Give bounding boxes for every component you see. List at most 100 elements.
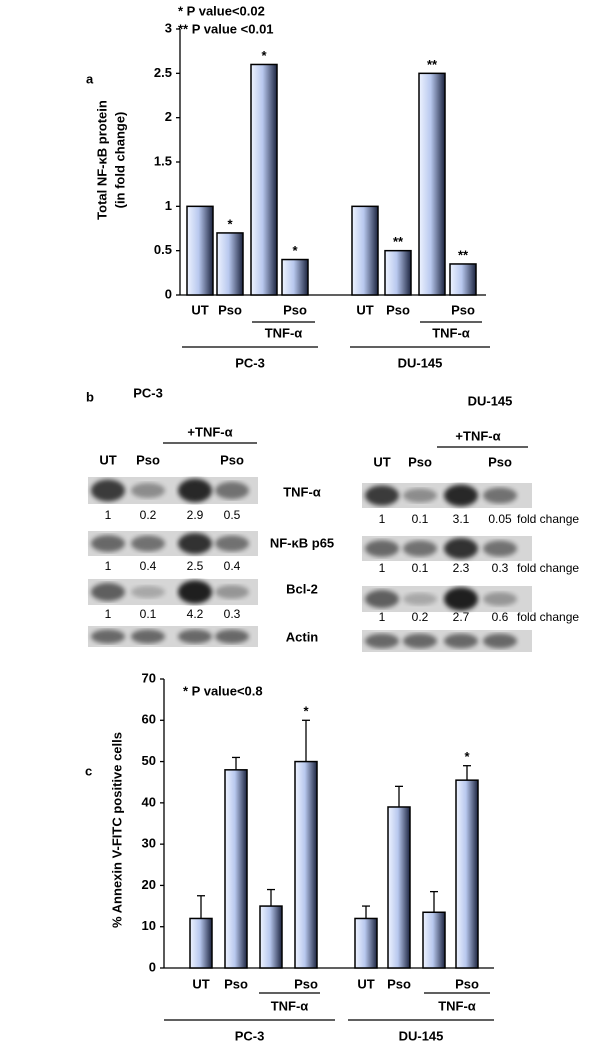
fold-value: 1	[105, 559, 112, 573]
bar	[387, 806, 411, 969]
band	[444, 587, 478, 611]
fold-value: 0.6	[492, 610, 509, 624]
fold-value: 3.1	[453, 512, 470, 526]
significance: **	[427, 57, 438, 72]
row-label: NF-κB p65	[270, 535, 334, 550]
fold-value: 2.7	[453, 610, 470, 624]
bar	[186, 205, 214, 296]
band	[444, 484, 478, 507]
band	[178, 580, 212, 604]
significance: *	[303, 704, 309, 719]
x-tick-label: Pso	[283, 302, 307, 317]
band	[91, 582, 125, 602]
lane-label: Pso	[220, 452, 244, 467]
lane-label: UT	[99, 452, 116, 467]
lane-label: Pso	[488, 454, 512, 469]
fold-value: 0.3	[224, 607, 241, 621]
lane-label: Pso	[408, 454, 432, 469]
band	[365, 589, 399, 609]
fold-value: 0.1	[412, 561, 429, 575]
y-tick-label: 50	[142, 753, 156, 768]
band	[483, 540, 517, 557]
band	[131, 482, 165, 499]
fold-value: 0.2	[412, 610, 429, 624]
y-tick-label: 0	[149, 959, 156, 974]
lane-label: Pso	[136, 452, 160, 467]
subgroup-label: TNF-α	[265, 325, 303, 340]
band	[91, 629, 125, 644]
panel-label: a	[86, 71, 94, 86]
fold-value: 1	[105, 607, 112, 621]
fold-value: 2.5	[187, 559, 204, 573]
x-tick-label: Pso	[451, 302, 475, 317]
y-tick-label: 10	[142, 918, 156, 933]
x-tick-label: Pso	[455, 976, 479, 991]
significance: *	[227, 216, 233, 231]
subgroup-label: TNF-α	[432, 325, 470, 340]
row-label: TNF-α	[283, 484, 321, 499]
band	[91, 479, 125, 502]
band	[91, 535, 125, 552]
y-tick-label: 3	[165, 20, 172, 35]
bar	[422, 911, 446, 969]
y-axis-label: (in fold change)	[112, 112, 127, 209]
y-tick-label: 60	[142, 712, 156, 727]
significance: *	[261, 48, 267, 63]
band	[178, 478, 212, 503]
band	[444, 538, 478, 559]
band	[215, 535, 249, 552]
band	[215, 481, 249, 500]
fold-value: 0.1	[140, 607, 157, 621]
band	[215, 585, 249, 599]
fold-value: 1	[379, 512, 386, 526]
band	[131, 585, 165, 599]
group-label: PC-3	[235, 355, 265, 370]
x-tick-label: Pso	[224, 976, 248, 991]
bar	[294, 760, 318, 969]
band	[178, 629, 212, 644]
fold-value: 2.3	[453, 561, 470, 575]
bar	[189, 917, 213, 969]
y-tick-label: 2.5	[154, 65, 172, 80]
bar	[216, 232, 244, 296]
blot-title: DU-145	[468, 393, 513, 408]
fold-unit: fold change	[517, 610, 579, 624]
bar	[418, 72, 446, 296]
panel-label: c	[85, 763, 92, 778]
bar	[384, 249, 412, 296]
x-tick-label: UT	[191, 302, 208, 317]
treatment-label: +TNF-α	[455, 428, 500, 443]
band	[365, 485, 399, 506]
y-tick-label: 0.5	[154, 242, 172, 257]
x-tick-label: UT	[356, 302, 373, 317]
fold-value: 1	[379, 561, 386, 575]
row-label: Actin	[286, 629, 319, 644]
band	[403, 633, 437, 649]
x-tick-label: Pso	[294, 976, 318, 991]
fold-value: 1	[379, 610, 386, 624]
x-tick-label: Pso	[386, 302, 410, 317]
group-label: DU-145	[398, 355, 443, 370]
bar	[455, 779, 479, 969]
bar	[259, 905, 283, 969]
fold-value: 0.3	[492, 561, 509, 575]
y-tick-label: 2	[165, 109, 172, 124]
fold-value: 0.2	[140, 508, 157, 522]
fold-value: 2.9	[187, 508, 204, 522]
band	[215, 629, 249, 644]
band	[365, 540, 399, 557]
bar	[224, 769, 248, 969]
y-tick-label: 70	[142, 670, 156, 685]
subgroup-label: TNF-α	[271, 998, 309, 1013]
x-tick-label: UT	[357, 976, 374, 991]
fold-unit: fold change	[517, 561, 579, 575]
significance: **	[393, 234, 404, 249]
fold-value: 1	[105, 508, 112, 522]
fold-value: 0.05	[488, 512, 512, 526]
significance: *	[292, 243, 298, 258]
band	[403, 540, 437, 557]
fold-value: 4.2	[187, 607, 204, 621]
lane-label: UT	[373, 454, 390, 469]
x-tick-label: Pso	[218, 302, 242, 317]
